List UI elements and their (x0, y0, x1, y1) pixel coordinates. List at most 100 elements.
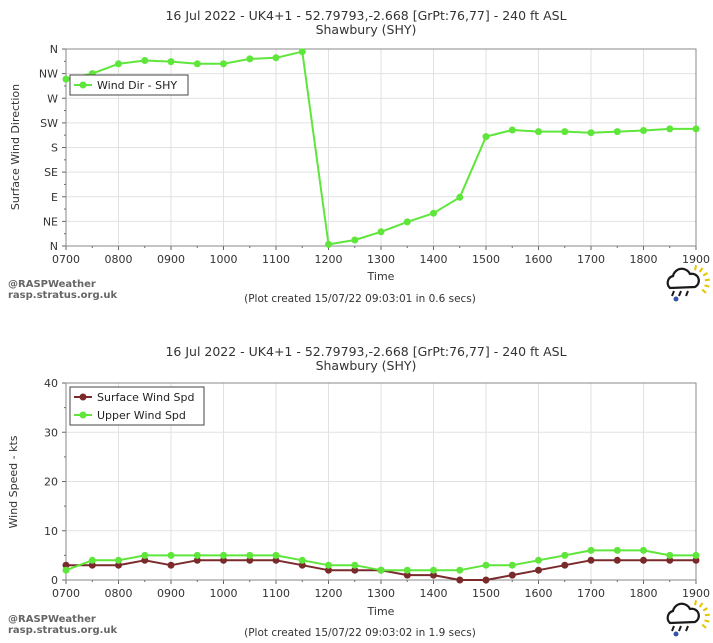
wind-direction-chart: 16 Jul 2022 - UK4+1 - 52.79793,-2.668 [G… (8, 8, 710, 305)
x-tick-label: 0800 (105, 253, 133, 266)
sun-ray (704, 619, 710, 623)
data-point (482, 576, 490, 584)
x-tick-label: 0700 (52, 253, 80, 266)
chart2-legend-label-upper: Upper Wind Spd (97, 409, 186, 422)
data-point (535, 566, 542, 574)
chart2-y-axis-label: Wind Speed - kts (7, 435, 20, 528)
data-point (456, 193, 464, 201)
data-point (246, 551, 254, 559)
chart2-title: 16 Jul 2022 - UK4+1 - 52.79793,-2.668 [G… (165, 344, 566, 359)
data-point (298, 556, 306, 564)
y-tick-label: 20 (44, 476, 58, 489)
sun-ray (704, 613, 710, 617)
chart2-plot-frame (65, 382, 697, 581)
y-tick-label: NE (43, 215, 58, 228)
data-point (246, 556, 254, 564)
data-point (62, 566, 70, 574)
data-point (692, 551, 700, 559)
chart1-footer: (Plot created 15/07/22 09:03:01 in 0.6 s… (244, 293, 476, 305)
credit-site-2: rasp.stratus.org.uk (8, 625, 118, 636)
y-tick-label: E (51, 191, 58, 204)
x-tick-label: 1200 (315, 253, 343, 266)
data-point (141, 57, 149, 64)
data-point (272, 54, 280, 62)
data-point (403, 571, 411, 579)
data-point (193, 556, 201, 564)
x-tick-label: 1600 (525, 253, 553, 266)
data-point (220, 60, 227, 68)
sun-ray (694, 600, 697, 606)
sun-ray (702, 272, 708, 277)
data-point (508, 126, 516, 134)
x-tick-label: 1100 (262, 587, 290, 600)
data-point (325, 240, 332, 248)
x-tick-label: 1000 (210, 587, 238, 600)
data-point (403, 218, 411, 226)
data-point (193, 60, 201, 68)
data-point (220, 551, 227, 559)
data-point (535, 128, 542, 136)
x-tick-label: 1600 (525, 587, 553, 600)
chart2-subtitle: Shawbury (SHY) (316, 358, 417, 373)
sun-ray (702, 607, 708, 612)
wind-speed-chart: 16 Jul 2022 - UK4+1 - 52.79793,-2.668 [G… (7, 344, 710, 639)
data-point (508, 571, 516, 579)
x-tick-label: 0700 (52, 587, 80, 600)
x-tick-label: 1400 (420, 587, 448, 600)
data-point (613, 546, 621, 554)
data-point (692, 556, 700, 564)
sun-ray (694, 265, 697, 271)
rain-cloud-sun-icon (666, 265, 710, 302)
x-tick-label: 1400 (420, 253, 448, 266)
data-point (666, 556, 674, 564)
x-tick-label: 1800 (630, 253, 658, 266)
chart1-legend-swatch-marker (79, 81, 87, 89)
x-tick-label: 1000 (210, 253, 238, 266)
data-point (640, 556, 647, 564)
data-point (587, 556, 595, 564)
data-point (482, 561, 490, 569)
data-point (377, 228, 385, 236)
x-tick-label: 1700 (577, 587, 605, 600)
chart2-footer: (Plot created 15/07/22 09:03:02 in 1.9 s… (244, 627, 476, 639)
sun-ray (704, 278, 710, 282)
data-point (193, 551, 201, 559)
data-point (561, 551, 569, 559)
credit-site: rasp.stratus.org.uk (8, 290, 118, 301)
x-tick-label: 1700 (577, 253, 605, 266)
data-point (403, 566, 411, 574)
data-point (640, 546, 647, 554)
rain-cloud-sun-icon-2 (666, 600, 710, 637)
chart2-legend-swatch-marker-surface (79, 393, 87, 401)
data-point (508, 561, 516, 569)
data-point (115, 556, 122, 564)
sun-ray (701, 623, 707, 629)
x-tick-label: 1200 (315, 587, 343, 600)
chart1-plot-frame (65, 48, 697, 247)
chart1-series (62, 48, 700, 248)
chart1-x-axis-label: Time (367, 270, 395, 283)
chart2-x-ticks: 0700 0800 0900 1000 1100 1200 1300 1400 1500 1600… (52, 580, 710, 600)
data-point (88, 561, 96, 569)
data-point (115, 561, 122, 569)
x-tick-label: 1900 (682, 253, 710, 266)
data-point (167, 58, 175, 66)
data-point (640, 127, 647, 134)
data-point (666, 125, 674, 133)
y-tick-label: NW (39, 68, 58, 81)
chart2-x-axis-label: Time (367, 605, 395, 618)
data-point (272, 551, 280, 559)
data-point (62, 75, 70, 83)
data-point (141, 556, 149, 564)
chart1-legend: Wind Dir - SHY (69, 74, 189, 96)
data-point (430, 566, 437, 574)
data-point (535, 556, 542, 564)
data-point (351, 236, 359, 244)
sun-ray (704, 284, 710, 288)
data-point (666, 551, 674, 559)
data-point (613, 556, 621, 564)
x-tick-label: 1300 (367, 253, 395, 266)
data-point (167, 551, 175, 559)
data-point (377, 566, 385, 574)
chart1-y-axis-label: Surface Wind Direction (9, 84, 22, 210)
